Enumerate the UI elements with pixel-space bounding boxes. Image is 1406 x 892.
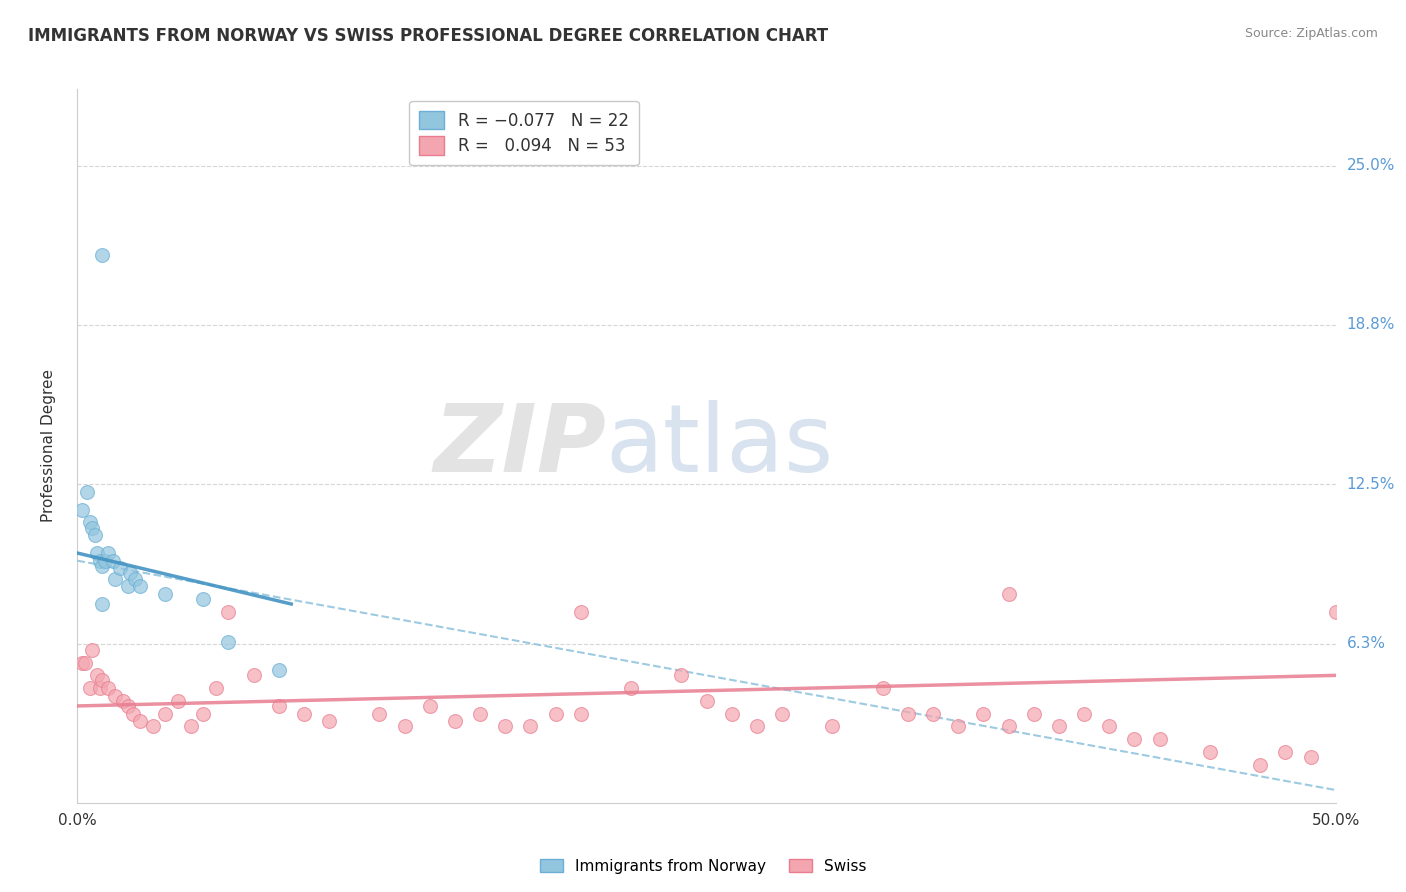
Point <box>671 668 693 682</box>
Point <box>745 719 768 733</box>
Point <box>96 681 118 695</box>
Legend: R = −0.077   N = 22, R =   0.094   N = 53: R = −0.077 N = 22, R = 0.094 N = 53 <box>409 101 638 165</box>
Point <box>204 681 226 695</box>
Text: 18.8%: 18.8% <box>1347 318 1395 333</box>
Point <box>394 719 416 733</box>
Point <box>1198 745 1220 759</box>
Point <box>1123 732 1146 747</box>
Point <box>419 698 441 713</box>
Point <box>368 706 391 721</box>
Point <box>91 558 114 573</box>
Text: 25.0%: 25.0% <box>1347 158 1395 173</box>
Point <box>217 605 239 619</box>
Point <box>86 546 108 560</box>
Point <box>108 561 131 575</box>
Point <box>84 528 107 542</box>
Point <box>242 668 264 682</box>
Point <box>1324 605 1347 619</box>
Point <box>117 579 139 593</box>
Point <box>76 484 98 499</box>
Point <box>494 719 516 733</box>
Point <box>73 656 96 670</box>
Point <box>972 706 994 721</box>
Text: 12.5%: 12.5% <box>1347 476 1395 491</box>
Point <box>544 706 567 721</box>
Point <box>1249 757 1271 772</box>
Point <box>82 643 104 657</box>
Point <box>79 516 101 530</box>
Point <box>120 566 142 581</box>
Point <box>94 554 117 568</box>
Point <box>191 706 215 721</box>
Point <box>82 520 104 534</box>
Point <box>1022 706 1045 721</box>
Point <box>79 681 101 695</box>
Point <box>96 546 118 560</box>
Point <box>117 698 139 713</box>
Point <box>444 714 467 729</box>
Point <box>267 698 290 713</box>
Point <box>101 554 124 568</box>
Point <box>897 706 920 721</box>
Point <box>91 248 114 262</box>
Point <box>948 719 970 733</box>
Point <box>1098 719 1121 733</box>
Point <box>91 673 114 688</box>
Point <box>292 706 315 721</box>
Point <box>86 668 108 682</box>
Point <box>922 706 945 721</box>
Point <box>1149 732 1171 747</box>
Point <box>155 587 177 601</box>
Point <box>89 681 111 695</box>
Point <box>620 681 643 695</box>
Point <box>821 719 844 733</box>
Point <box>72 656 94 670</box>
Point <box>519 719 541 733</box>
Point <box>121 706 143 721</box>
Point <box>72 502 94 516</box>
Point <box>1073 706 1095 721</box>
Y-axis label: Professional Degree: Professional Degree <box>42 369 56 523</box>
Point <box>1047 719 1070 733</box>
Point <box>997 587 1019 601</box>
Point <box>111 694 134 708</box>
Point <box>217 635 239 649</box>
Point <box>770 706 793 721</box>
Point <box>872 681 894 695</box>
Text: atlas: atlas <box>606 400 834 492</box>
Point <box>267 663 290 677</box>
Point <box>180 719 202 733</box>
Point <box>142 719 165 733</box>
Text: Source: ZipAtlas.com: Source: ZipAtlas.com <box>1244 27 1378 40</box>
Point <box>191 591 215 606</box>
Point <box>318 714 340 729</box>
Point <box>104 572 127 586</box>
Point <box>720 706 742 721</box>
Point <box>89 554 111 568</box>
Point <box>129 714 152 729</box>
Text: ZIP: ZIP <box>433 400 606 492</box>
Point <box>155 706 177 721</box>
Legend: Immigrants from Norway, Swiss: Immigrants from Norway, Swiss <box>533 853 873 880</box>
Text: 6.3%: 6.3% <box>1347 636 1386 651</box>
Point <box>91 597 114 611</box>
Point <box>104 689 127 703</box>
Point <box>167 694 190 708</box>
Point <box>696 694 718 708</box>
Point <box>569 706 592 721</box>
Point <box>468 706 491 721</box>
Point <box>997 719 1019 733</box>
Point <box>129 579 152 593</box>
Point <box>1299 750 1322 764</box>
Point <box>1274 745 1296 759</box>
Text: IMMIGRANTS FROM NORWAY VS SWISS PROFESSIONAL DEGREE CORRELATION CHART: IMMIGRANTS FROM NORWAY VS SWISS PROFESSI… <box>28 27 828 45</box>
Point <box>569 605 592 619</box>
Point <box>124 572 146 586</box>
